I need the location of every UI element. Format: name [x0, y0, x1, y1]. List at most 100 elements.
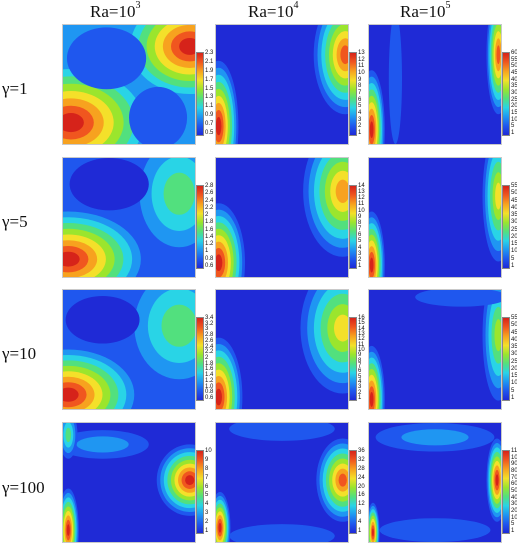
colorbar-tick-label: 5 — [358, 103, 362, 110]
contour-panel-r3-c1 — [62, 289, 196, 410]
colorbar-tick-label: 1 — [511, 130, 515, 136]
contour-level-2-8 — [496, 45, 501, 65]
colorbar-tick-label: 4 — [358, 244, 362, 251]
contour-level-1-9 — [216, 117, 222, 136]
contour-level-2-9 — [185, 475, 195, 486]
colorbar-tick-label: 10 — [511, 116, 517, 123]
column-header-ra-1e4: Ra=104 — [248, 0, 299, 21]
colorbar-tick-label: 1 — [358, 130, 362, 136]
colorbar-r1-c1 — [196, 52, 204, 136]
colorbar-tick-label: 12 — [358, 195, 365, 202]
colorbar-tick-label: 0.5 — [205, 130, 214, 136]
colorbar-tick-label: 5 — [511, 387, 515, 394]
colorbar-tick-label: 14 — [358, 325, 365, 332]
contour-plot — [63, 158, 195, 277]
colorbar-tick-label: 55 — [511, 183, 517, 189]
column-header-ra-1e5: Ra=105 — [400, 0, 451, 21]
contour-level-3-1 — [69, 158, 149, 211]
colorbar-tick-label: 10 — [511, 248, 517, 255]
colorbar-tick-label: 15 — [511, 241, 517, 248]
contour-level-4-1 — [229, 524, 335, 542]
colorbar-tick-label: 55 — [511, 56, 517, 63]
colorbar-tick-label: 50 — [511, 488, 517, 494]
contour-level-2-8 — [338, 473, 347, 487]
contour-level-2-3 — [163, 172, 195, 215]
colorbar-tick-label: 30 — [511, 351, 517, 358]
contour-panel-r4-c3 — [368, 422, 502, 543]
colorbar-tick-label: 25 — [511, 96, 517, 103]
colorbar-tick-label: 7 — [358, 226, 362, 233]
colorbar-tick-label: 12 — [358, 501, 365, 508]
colorbar-tick-label: 15 — [511, 373, 517, 380]
contour-plot — [369, 423, 501, 542]
contour-panel-r1-c1 — [62, 24, 196, 145]
colorbar-r3-c3 — [502, 317, 510, 401]
colorbar-tick-label: 6 — [205, 483, 209, 490]
colorbar-tick-label: 90 — [511, 461, 517, 468]
colorbar-r2-c2 — [349, 185, 357, 269]
colorbar-tick-label: 3 — [358, 250, 362, 257]
colorbar-tick-label: 2.8 — [205, 332, 214, 339]
colorbar-tick-label: 1.9 — [205, 67, 214, 74]
colorbar-tick-label: 50 — [511, 322, 517, 329]
colorbar-tick-label: 70 — [511, 474, 517, 481]
colorbar-tick-label: 24 — [358, 474, 365, 481]
colorbar-tick-label: 1 — [205, 528, 209, 534]
colorbar-tick-label: 3 — [358, 384, 362, 391]
contour-panel-r3-c3 — [368, 289, 502, 410]
colorbar-tick-label: 45 — [511, 197, 517, 204]
colorbar-r2-c3 — [502, 185, 510, 269]
colorbar-tick-label: 20 — [358, 483, 365, 490]
colorbar-tick-label: 60 — [511, 50, 517, 56]
colorbar-tick-label: 32 — [358, 456, 365, 463]
colorbar-tick-label: 14 — [358, 183, 365, 189]
colorbar-tick-label: 3 — [358, 116, 362, 123]
colorbar-tick-label: 3.2 — [205, 320, 214, 327]
contour-level-1-9 — [372, 528, 374, 537]
colorbar-tick-label: 7 — [358, 90, 362, 96]
colorbar-tick-label: 1.2 — [205, 377, 214, 384]
colorbar-tick-label: 8 — [358, 357, 362, 364]
colorbar-tick-label: 8 — [205, 465, 209, 472]
colorbar-tick-label: 1.1 — [205, 103, 214, 110]
colorbar-tick-label: 1.0 — [205, 383, 214, 390]
colorbar-tick-label: 5 — [511, 255, 515, 262]
colorbar-tick-label: 10 — [205, 448, 212, 454]
colorbar-tick-label: 1.4 — [205, 233, 214, 240]
colorbar-tick-label: 110 — [511, 448, 517, 454]
contour-panel-r2-c1 — [62, 157, 196, 278]
contour-plot — [216, 25, 348, 144]
colorbar-tick-label: 10 — [511, 380, 517, 387]
row-label-gamma-5: γ=5 — [2, 212, 28, 231]
colorbar-tick-label: 10 — [358, 70, 365, 76]
colorbar-tick-label: 1.8 — [205, 219, 214, 226]
colorbar-tick-label: 2 — [358, 389, 362, 396]
colorbar-tick-label: 35 — [511, 212, 517, 219]
colorbar-tick-label: 2.8 — [205, 183, 214, 189]
colorbar-tick-label: 30 — [511, 501, 517, 508]
colorbar-tick-label: 5 — [358, 373, 362, 380]
colorbar-tick-label: 0.6 — [205, 263, 214, 269]
colorbar-tick-label: 40 — [511, 494, 517, 501]
colorbar-tick-label: 40 — [511, 76, 517, 83]
contour-level-1-9 — [216, 254, 223, 272]
contour-level-2-9 — [495, 474, 499, 486]
contour-level-2-6 — [495, 182, 501, 210]
contour-level-4-1 — [379, 518, 491, 542]
colorbar-tick-label: 9 — [358, 213, 362, 220]
contour-plot — [369, 158, 501, 277]
colorbar-tick-label: 2.4 — [205, 197, 214, 204]
contour-background — [369, 158, 501, 277]
colorbar-tick-label: 1.8 — [205, 360, 214, 367]
contour-level-2-7 — [335, 179, 348, 203]
colorbar-tick-label: 13 — [358, 50, 365, 56]
colorbar-tick-label: 11 — [358, 201, 365, 208]
contour-level-1-9 — [369, 257, 374, 273]
contour-level-1-7 — [63, 113, 84, 133]
contour-level-2-8 — [340, 45, 348, 65]
row-label-gamma-100: γ=100 — [2, 478, 45, 497]
contour-level-2-5 — [494, 319, 501, 352]
colorbar-tick-label: 11 — [358, 341, 365, 348]
colorbar-tick-label: 1.6 — [205, 226, 214, 233]
contour-panel-r4-c2 — [215, 422, 349, 543]
